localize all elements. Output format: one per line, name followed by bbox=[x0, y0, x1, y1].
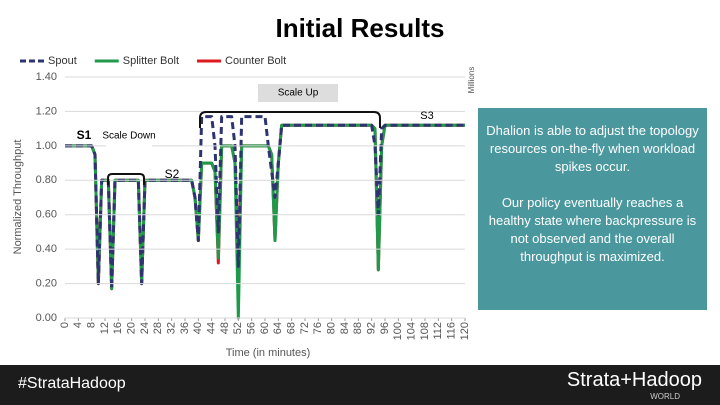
x-tick-label: 108 bbox=[419, 322, 431, 340]
x-axis-label: Time (in minutes) bbox=[226, 347, 311, 359]
legend-label: Counter Bolt bbox=[225, 55, 286, 67]
annotation: S1 bbox=[77, 128, 92, 142]
y-tick-label: 0.20 bbox=[36, 277, 57, 289]
chart-title: Initial Results bbox=[275, 13, 444, 43]
annotation: Millions bbox=[467, 67, 476, 94]
annotation: Scale Down bbox=[102, 131, 155, 142]
x-tick-label: 40 bbox=[192, 322, 204, 334]
series-line bbox=[65, 123, 465, 320]
x-tick-label: 56 bbox=[246, 322, 258, 334]
logo: Strata+Hadoop bbox=[566, 369, 702, 391]
x-tick-label: 96 bbox=[379, 322, 391, 334]
x-tick-label: 8 bbox=[86, 322, 98, 328]
x-tick-label: 92 bbox=[366, 322, 378, 334]
logo-sub: WORLD bbox=[650, 392, 680, 401]
x-tick-label: 120 bbox=[459, 322, 471, 340]
y-tick-label: 1.20 bbox=[36, 105, 57, 117]
annotation: S2 bbox=[165, 167, 180, 181]
x-tick-label: 60 bbox=[259, 322, 271, 334]
x-tick-label: 32 bbox=[166, 322, 178, 334]
series-line bbox=[65, 115, 465, 291]
y-axis-label: Normalized Throughput bbox=[12, 140, 24, 255]
x-tick-label: 68 bbox=[286, 322, 298, 334]
x-tick-label: 76 bbox=[312, 322, 324, 334]
annotation: Scale Up bbox=[278, 88, 319, 99]
x-tick-label: 36 bbox=[179, 322, 191, 334]
y-tick-label: 0.00 bbox=[36, 312, 57, 324]
y-tick-label: 1.40 bbox=[36, 71, 57, 83]
x-tick-label: 4 bbox=[72, 322, 84, 328]
bracket bbox=[199, 111, 381, 128]
x-tick-label: 0 bbox=[59, 322, 71, 328]
x-tick-label: 88 bbox=[352, 322, 364, 334]
y-tick-label: 1.00 bbox=[36, 140, 57, 152]
x-tick-label: 64 bbox=[272, 322, 284, 334]
x-tick-label: 72 bbox=[299, 322, 311, 334]
scale-up-box bbox=[258, 84, 338, 102]
hashtag: #StrataHadoop bbox=[18, 375, 126, 392]
bracket bbox=[107, 173, 145, 185]
x-tick-label: 24 bbox=[139, 322, 151, 334]
y-tick-label: 0.80 bbox=[36, 174, 57, 186]
x-tick-label: 84 bbox=[339, 322, 351, 334]
x-tick-label: 104 bbox=[406, 322, 418, 340]
y-tick-label: 0.60 bbox=[36, 209, 57, 221]
x-tick-label: 20 bbox=[126, 322, 138, 334]
x-tick-label: 112 bbox=[432, 322, 444, 340]
x-tick-label: 48 bbox=[219, 322, 231, 334]
x-tick-label: 80 bbox=[326, 322, 338, 334]
x-tick-label: 16 bbox=[112, 322, 124, 334]
sidebar: Dhalion is able to adjust the topology r… bbox=[478, 108, 707, 310]
y-tick-label: 0.40 bbox=[36, 243, 57, 255]
x-tick-label: 52 bbox=[232, 322, 244, 334]
annotation: S3 bbox=[420, 110, 433, 122]
x-tick-label: 100 bbox=[392, 322, 404, 340]
sidebar-text: Our policy eventually reaches a healthy … bbox=[488, 195, 697, 264]
x-tick-label: 12 bbox=[99, 322, 111, 334]
scale-down-box bbox=[106, 120, 152, 154]
footer: #StrataHadoop Strata+Hadoop WORLD bbox=[0, 365, 720, 405]
legend-label: Spout bbox=[48, 55, 77, 67]
x-tick-label: 116 bbox=[446, 322, 458, 340]
x-tick-label: 44 bbox=[206, 322, 218, 334]
legend-label: Splitter Bolt bbox=[123, 55, 179, 67]
x-tick-label: 28 bbox=[152, 322, 164, 334]
sidebar-text: Dhalion is able to adjust the topology r… bbox=[486, 123, 699, 174]
